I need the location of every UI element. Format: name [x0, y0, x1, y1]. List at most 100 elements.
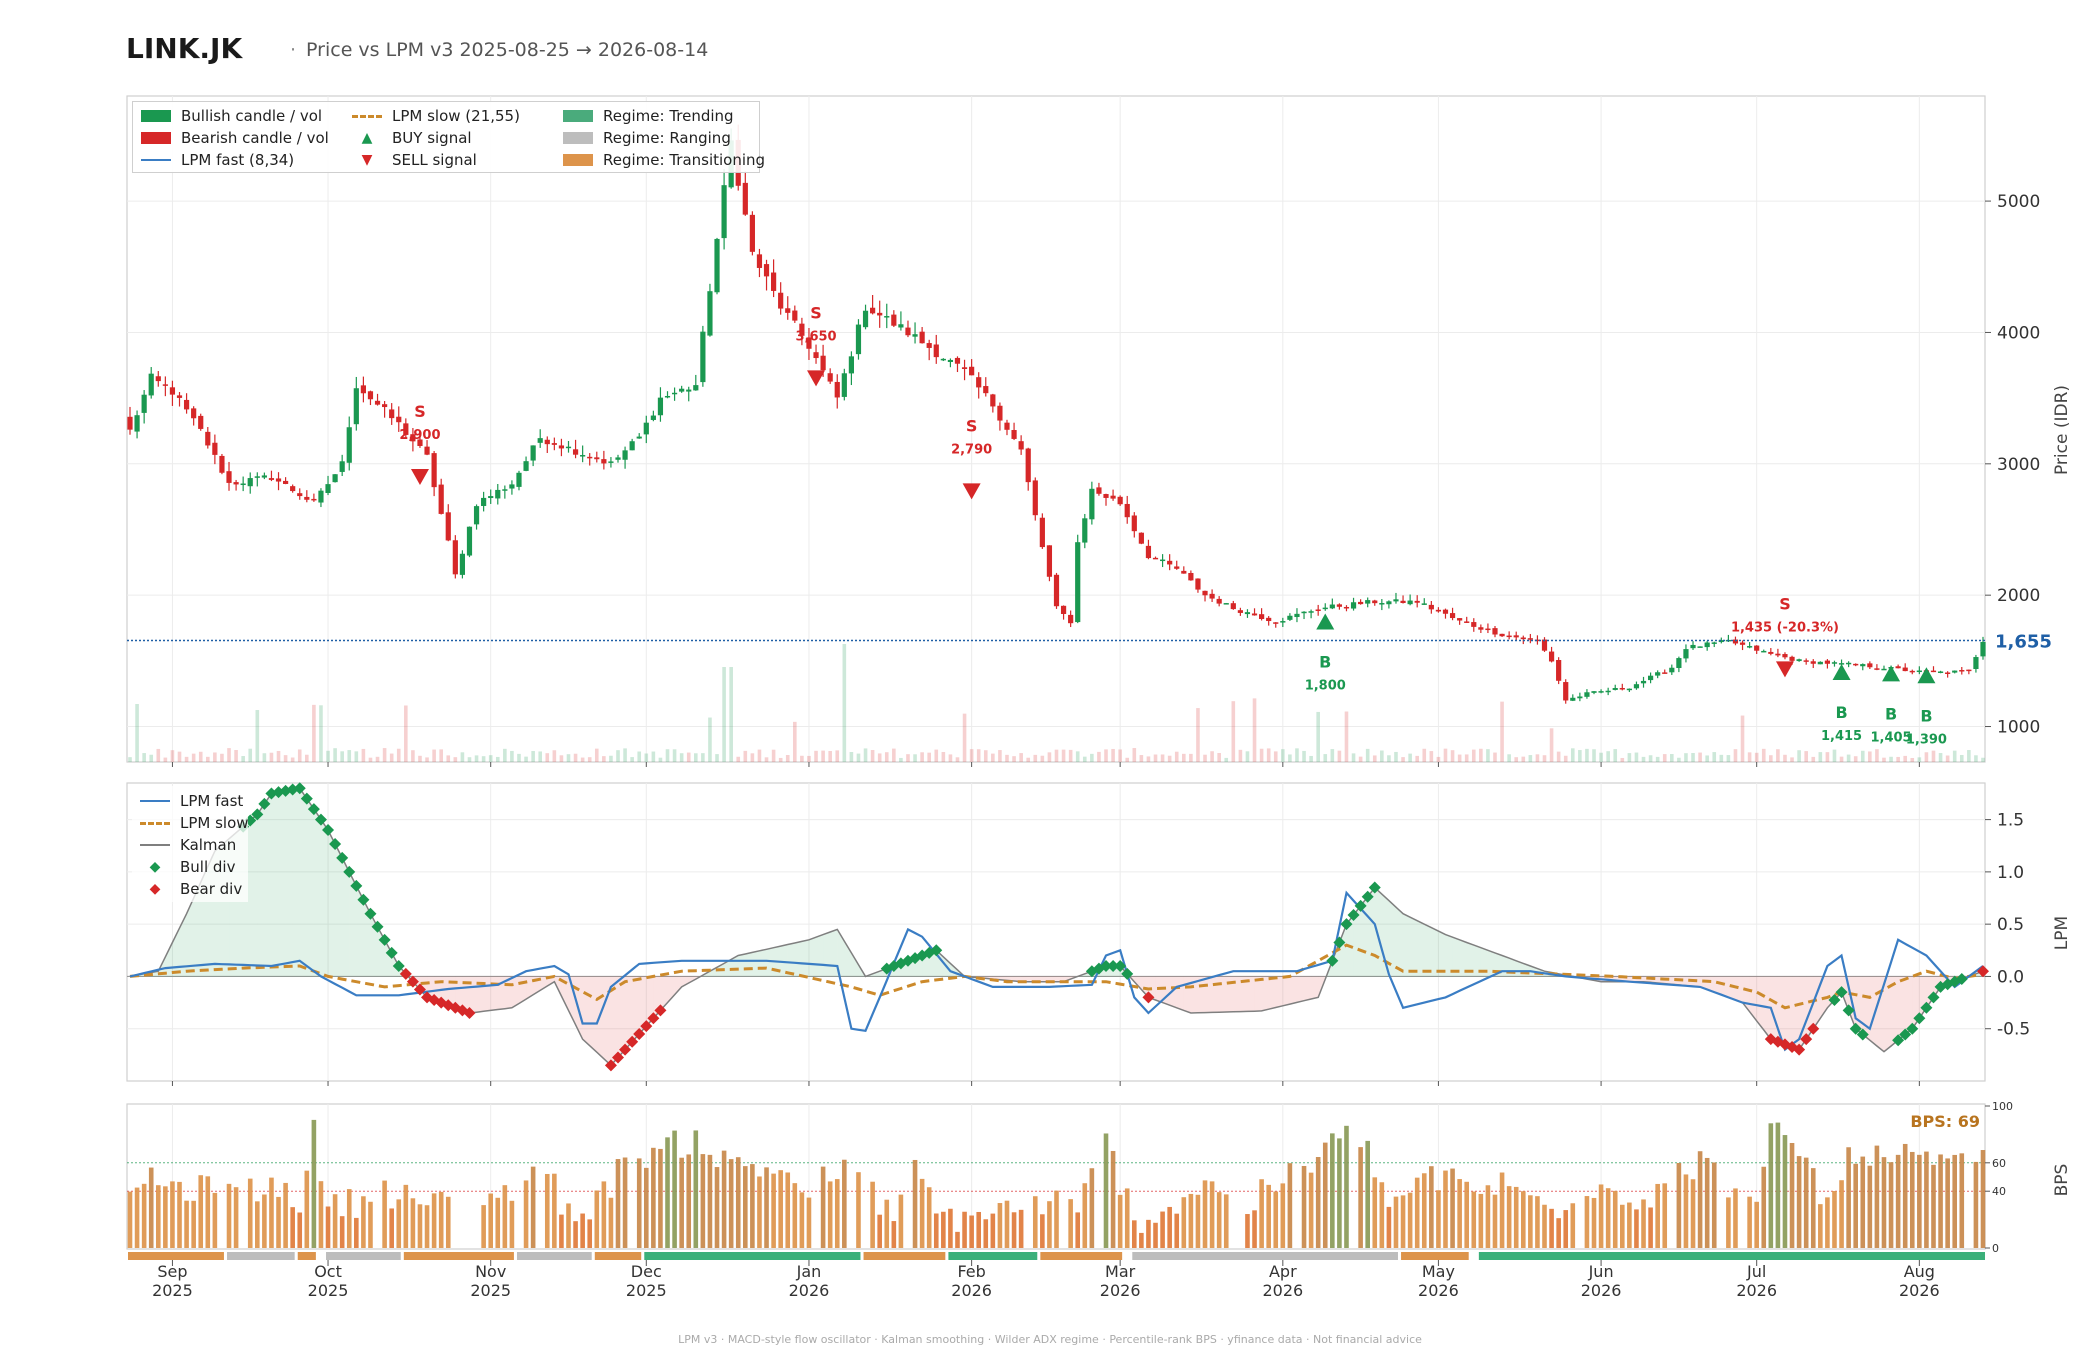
- volume-bar: [1457, 754, 1462, 762]
- volume-bar: [559, 755, 564, 762]
- volume-bar: [474, 755, 479, 762]
- x-tick-year: 2026: [1581, 1281, 1622, 1300]
- volume-bar: [1549, 728, 1554, 762]
- candle-body: [657, 397, 664, 416]
- volume-bar: [1783, 754, 1787, 762]
- volume-bar: [389, 753, 394, 762]
- bull-div-marker: [1340, 918, 1353, 931]
- bps-bar: [1938, 1154, 1943, 1248]
- bull-div-marker: [1892, 1034, 1905, 1047]
- candle-body: [339, 461, 345, 472]
- candle-body: [1499, 633, 1505, 637]
- kalman-fill: [384, 939, 392, 977]
- volume-bar: [1747, 752, 1752, 762]
- volume-bar: [998, 750, 1002, 762]
- volume-bar: [312, 704, 316, 762]
- volume-bar: [976, 749, 981, 762]
- bull-div-marker: [300, 792, 313, 805]
- bull-div-marker: [378, 933, 391, 946]
- price-y-tick-label: 3000: [1997, 455, 2040, 475]
- legend-label: LPM slow (21,55): [392, 107, 520, 125]
- bps-bar: [559, 1214, 564, 1248]
- bps-bar: [1881, 1157, 1887, 1248]
- volume-bar: [1125, 757, 1130, 762]
- regime-segment: [863, 1252, 946, 1260]
- x-tick-year: 2026: [951, 1281, 992, 1300]
- volume-bar: [602, 756, 606, 762]
- candle-body: [615, 457, 621, 460]
- volume-bar: [1882, 757, 1886, 762]
- bear-div-marker: [1793, 1043, 1806, 1056]
- bps-bar: [1308, 1172, 1314, 1248]
- bps-bar: [1620, 1204, 1625, 1248]
- lpm-legend: LPM fast LPM slow Kalman ◆ Bull div ◆ Bear div: [132, 786, 249, 902]
- volume-bar: [1952, 750, 1957, 762]
- legend-item: LPM fast (8,34): [141, 151, 294, 169]
- bull-div-marker: [1913, 1012, 1926, 1025]
- candle-body: [1577, 696, 1583, 699]
- legend-item: ▲ BUY signal: [352, 129, 472, 147]
- candle-body: [933, 344, 939, 358]
- kalman-fill: [1183, 976, 1191, 1014]
- volume-bar: [1316, 711, 1320, 762]
- kalman-fill: [1714, 976, 1722, 995]
- candle-body: [686, 389, 692, 392]
- candle-body: [1619, 687, 1625, 690]
- candle-body: [1096, 487, 1102, 494]
- candle-body: [1358, 601, 1364, 605]
- candle-body: [898, 324, 904, 328]
- volume-bar: [1875, 749, 1879, 762]
- bull-div-marker: [930, 944, 943, 957]
- candle-body: [693, 385, 699, 391]
- candle-body: [1103, 494, 1109, 498]
- volume-bar: [1061, 749, 1066, 762]
- candle-body: [1768, 651, 1774, 654]
- candle-body: [502, 489, 508, 491]
- volume-bar: [1380, 750, 1384, 762]
- legend-swatch: [141, 110, 171, 122]
- volume-bar: [658, 757, 663, 762]
- candle-body: [650, 415, 656, 420]
- bps-bar: [990, 1213, 996, 1248]
- candle-body: [254, 476, 260, 478]
- bps-bar: [757, 1176, 762, 1248]
- candle-body: [367, 391, 374, 400]
- bps-bar: [608, 1197, 614, 1248]
- volume-bar: [1514, 757, 1519, 762]
- candle-body: [664, 395, 671, 398]
- bps-bar: [997, 1203, 1003, 1248]
- bull-div-marker: [1906, 1022, 1919, 1035]
- volume-bar: [1945, 755, 1950, 762]
- candle-body: [1365, 600, 1371, 604]
- volume-bar: [1224, 757, 1229, 762]
- bull-div-marker: [1368, 881, 1381, 894]
- candle-body: [1315, 609, 1321, 611]
- candle-body: [481, 497, 487, 506]
- volume-bar: [531, 751, 535, 762]
- bull-div-marker: [1955, 973, 1968, 986]
- bps-bar: [735, 1157, 741, 1248]
- kalman-fill: [186, 898, 194, 977]
- candle-body: [1209, 593, 1215, 599]
- candle-body: [1846, 662, 1852, 665]
- volume-bar: [375, 756, 380, 762]
- candle-body: [205, 431, 211, 446]
- candle-body: [813, 352, 819, 359]
- bps-bar: [1810, 1168, 1816, 1248]
- candle-body: [311, 498, 317, 501]
- bps-bar: [601, 1181, 607, 1248]
- candle-body: [304, 496, 310, 500]
- legend-label: Bullish candle / vol: [181, 107, 323, 125]
- bps-bar: [898, 1194, 904, 1248]
- candle-body: [1145, 545, 1152, 559]
- legend-line-swatch: [140, 844, 170, 846]
- kalman-fill: [1226, 976, 1234, 1012]
- volume-bar: [729, 667, 733, 762]
- bps-bar: [1436, 1190, 1441, 1248]
- candle-body: [459, 553, 466, 575]
- kalman-fill: [306, 798, 314, 977]
- bps-bar: [1556, 1218, 1561, 1248]
- volume-bar: [764, 757, 769, 762]
- triangle-up-icon: ▲: [361, 130, 373, 146]
- volume-bar: [1486, 749, 1490, 762]
